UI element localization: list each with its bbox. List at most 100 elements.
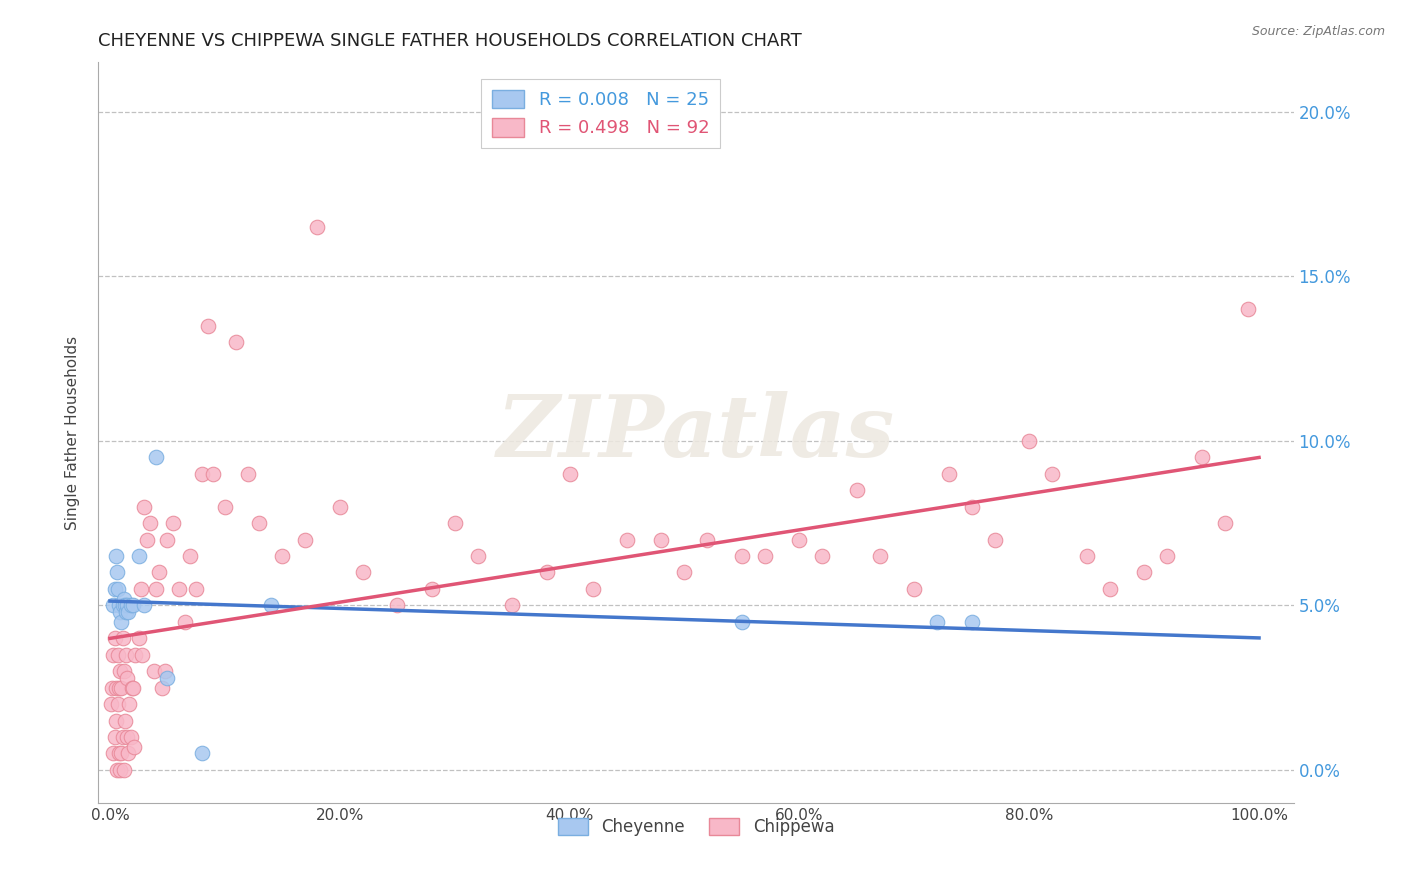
Point [260,599,283,613]
Point [1076,549,1098,563]
Point [110,763,132,777]
Point [100,697,122,711]
Point [1156,549,1178,563]
Point [111,730,134,744]
Point [115,730,138,744]
Point [789,533,811,547]
Point [110,747,132,761]
Point [616,533,638,547]
Point [131,648,153,662]
Point [960,615,983,629]
Point [124,648,146,662]
Point [536,566,558,580]
Point [352,566,374,580]
Point [845,483,868,498]
Point [117,747,139,761]
Point [153,664,176,678]
Point [1133,566,1156,580]
Point [134,599,156,613]
Point [247,516,270,530]
Point [420,582,443,596]
Point [103,730,125,744]
Legend: Cheyenne, Chippewa: Cheyenne, Chippewa [547,808,845,847]
Point [927,615,949,629]
Point [111,599,134,613]
Point [104,714,127,728]
Point [696,533,718,547]
Point [115,671,138,685]
Point [118,697,141,711]
Point [103,747,125,761]
Point [108,599,131,613]
Point [103,648,125,662]
Point [1191,450,1213,465]
Text: CHEYENNE VS CHIPPEWA SINGLE FATHER HOUSEHOLDS CORRELATION CHART: CHEYENNE VS CHIPPEWA SINGLE FATHER HOUSE… [98,32,803,50]
Point [103,632,125,646]
Point [148,566,170,580]
Point [114,599,136,613]
Point [225,335,247,350]
Point [467,549,489,563]
Point [305,219,328,234]
Point [903,582,925,596]
Point [110,605,132,619]
Point [111,632,134,646]
Point [191,747,214,761]
Point [107,648,129,662]
Point [754,549,776,563]
Point [173,615,195,629]
Point [108,747,131,761]
Point [117,605,139,619]
Point [294,533,316,547]
Point [162,516,184,530]
Point [108,681,131,695]
Point [122,599,145,613]
Point [135,533,157,547]
Point [107,697,129,711]
Point [1213,516,1236,530]
Point [731,615,754,629]
Point [145,582,167,596]
Point [167,582,190,596]
Point [110,664,132,678]
Point [1018,434,1040,448]
Point [122,739,145,754]
Text: ZIPatlas: ZIPatlas [496,391,896,475]
Point [110,681,132,695]
Point [110,615,132,629]
Point [202,467,225,481]
Point [112,591,135,606]
Point [443,516,465,530]
Point [103,599,125,613]
Point [191,467,214,481]
Point [214,500,236,514]
Point [120,730,142,744]
Point [271,549,294,563]
Y-axis label: Single Father Households: Single Father Households [65,335,80,530]
Point [960,500,983,514]
Point [179,549,201,563]
Point [581,582,603,596]
Point [197,318,219,333]
Point [236,467,259,481]
Point [1098,582,1121,596]
Point [105,763,128,777]
Point [122,681,145,695]
Point [1236,302,1258,317]
Point [104,549,127,563]
Point [142,664,165,678]
Point [650,533,672,547]
Point [156,533,179,547]
Text: Source: ZipAtlas.com: Source: ZipAtlas.com [1251,25,1385,38]
Point [105,566,128,580]
Point [115,605,138,619]
Point [145,450,167,465]
Point [184,582,207,596]
Point [139,516,162,530]
Point [150,681,173,695]
Point [115,648,138,662]
Point [731,549,754,563]
Point [156,671,179,685]
Point [107,582,129,596]
Point [112,763,135,777]
